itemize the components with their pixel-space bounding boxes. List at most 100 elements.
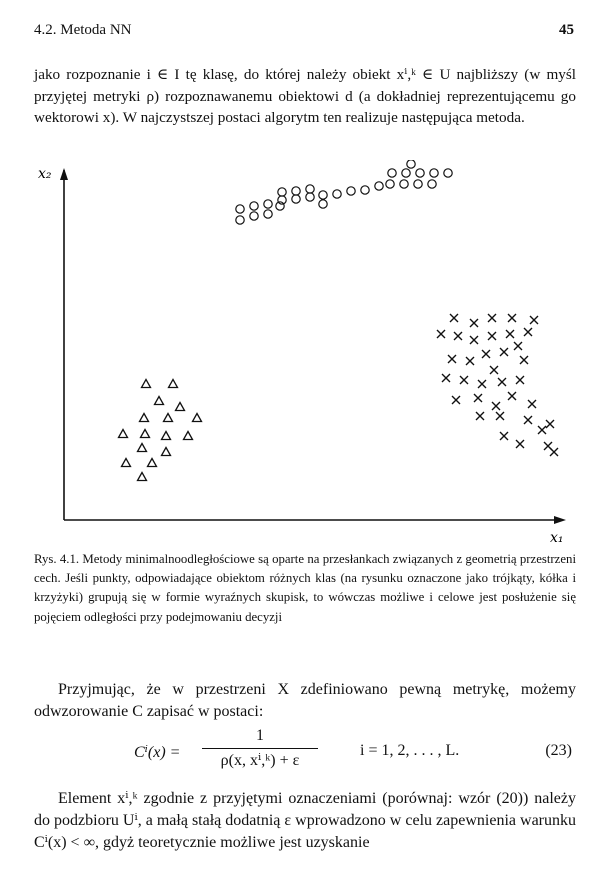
circle-marker: [235, 204, 245, 214]
circle-marker: [385, 179, 395, 189]
cross-marker: [441, 373, 451, 383]
cross-marker: [469, 318, 479, 328]
paragraph-metric: Przyjmując, że w przestrzeni X zdefiniow…: [34, 681, 576, 720]
cross-marker: [459, 375, 469, 385]
circle-marker: [305, 184, 315, 194]
circle-marker: [249, 211, 259, 221]
cross-marker: [545, 419, 555, 429]
y-axis-arrow: [60, 168, 68, 180]
cross-marker: [481, 349, 491, 359]
circle-marker: [235, 215, 245, 225]
circle-marker: [318, 199, 328, 209]
formula-range: i = 1, 2, . . . , L.: [360, 742, 460, 759]
paragraph-intro: jako rozpoznanie i ∈ I tę klasę, do któr…: [34, 66, 576, 126]
triangle-marker: [153, 395, 165, 406]
circle-marker: [332, 189, 342, 199]
cross-marker: [537, 425, 547, 435]
scatter-figure: x₂ x₁: [38, 160, 566, 546]
cross-marker: [527, 399, 537, 409]
triangle-marker: [146, 457, 158, 468]
cross-marker: [519, 355, 529, 365]
circle-marker: [249, 201, 259, 211]
cross-marker: [507, 391, 517, 401]
paragraph-element: Element xⁱ,ᵏ zgodnie z przyjętymi oznacz…: [34, 790, 576, 851]
triangle-marker: [191, 412, 203, 423]
cross-marker: [523, 327, 533, 337]
formula-lhs: Cⁱ(x) =: [134, 744, 181, 761]
running-header: 4.2. Metoda NN 45: [34, 22, 574, 46]
figure-4-1: x₂ x₁: [34, 160, 576, 550]
cross-marker: [497, 377, 507, 387]
cross-marker: [449, 313, 459, 323]
section-title: 4.2. Metoda NN: [34, 22, 132, 38]
equation-number: (23): [545, 742, 572, 759]
cross-marker: [499, 347, 509, 357]
cross-marker: [447, 354, 457, 364]
cross-marker: [477, 379, 487, 389]
cross-marker: [499, 431, 509, 441]
cross-marker: [491, 401, 501, 411]
circle-marker: [374, 181, 384, 191]
circle-marker: [399, 179, 409, 189]
circle-marker: [401, 168, 411, 178]
circle-marker: [291, 186, 301, 196]
cross-marker: [513, 341, 523, 351]
cross-marker: [473, 393, 483, 403]
circle-marker: [443, 168, 453, 178]
circle-marker: [413, 179, 423, 189]
equation-23: Cⁱ(x) = 1 ρ(x, xⁱ,ᵏ) + ε i = 1, 2, . . .…: [34, 722, 576, 780]
triangle-marker: [117, 428, 129, 439]
x-axis-arrow: [554, 516, 566, 524]
cluster-markers: [117, 160, 559, 482]
cross-marker: [469, 335, 479, 345]
triangle-marker: [160, 446, 172, 457]
cross-marker: [529, 315, 539, 325]
circle-marker: [263, 209, 273, 219]
cross-marker: [549, 447, 559, 457]
cross-marker: [523, 415, 533, 425]
x-axis-label: x₁: [550, 530, 564, 546]
circle-marker: [429, 168, 439, 178]
cross-marker: [475, 411, 485, 421]
cross-marker: [515, 439, 525, 449]
formula-fraction: 1 ρ(x, xⁱ,ᵏ) + ε: [202, 726, 318, 771]
formula-denominator: ρ(x, xⁱ,ᵏ) + ε: [220, 752, 300, 769]
cross-marker: [451, 395, 461, 405]
formula-numerator: 1: [256, 727, 264, 744]
circle-marker: [360, 185, 370, 195]
circle-marker: [277, 187, 287, 197]
fraction-bar: [202, 748, 318, 749]
circle-marker: [406, 160, 416, 169]
cross-marker: [515, 375, 525, 385]
circle-marker: [291, 194, 301, 204]
cross-marker: [453, 331, 463, 341]
triangle-marker: [138, 412, 150, 423]
cross-marker: [436, 329, 446, 339]
cross-marker: [487, 313, 497, 323]
cross-marker: [465, 356, 475, 366]
circle-marker: [346, 186, 356, 196]
circle-marker: [415, 168, 425, 178]
circle-marker: [275, 201, 285, 211]
circle-marker: [305, 192, 315, 202]
figure-caption: Rys. 4.1. Metody minimalnoodległościowe …: [34, 552, 576, 624]
triangle-marker: [162, 412, 174, 423]
cross-marker: [495, 411, 505, 421]
triangle-marker: [140, 378, 152, 389]
cross-marker: [489, 365, 499, 375]
triangle-marker: [174, 401, 186, 412]
triangle-marker: [120, 457, 132, 468]
circle-marker: [387, 168, 397, 178]
triangle-marker: [160, 430, 172, 441]
triangle-marker: [139, 428, 151, 439]
circle-marker: [318, 190, 328, 200]
triangle-marker: [136, 471, 148, 482]
y-axis-label: x₂: [38, 166, 52, 182]
cross-marker: [505, 329, 515, 339]
cross-marker: [487, 331, 497, 341]
triangle-marker: [182, 430, 194, 441]
cross-marker: [507, 313, 517, 323]
page-number: 45: [559, 22, 574, 38]
triangle-marker: [167, 378, 179, 389]
